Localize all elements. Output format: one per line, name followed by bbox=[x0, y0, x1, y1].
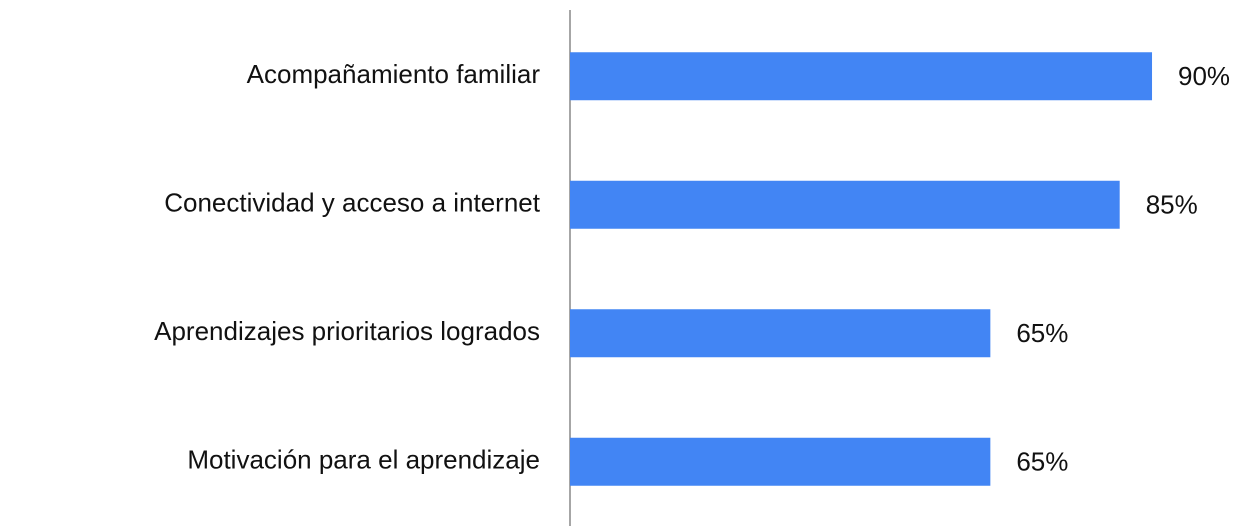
value-label: 90% bbox=[1178, 61, 1230, 91]
bar bbox=[570, 180, 1120, 229]
value-label: 65% bbox=[1016, 447, 1068, 477]
bar bbox=[570, 52, 1153, 101]
category-label: Aprendizajes prioritarios logrados bbox=[154, 316, 540, 346]
value-label: 65% bbox=[1016, 318, 1068, 348]
value-label: 85% bbox=[1146, 190, 1198, 220]
bar bbox=[570, 437, 991, 486]
category-label: Acompañamiento familiar bbox=[247, 59, 541, 89]
category-label: Conectividad y acceso a internet bbox=[164, 188, 541, 218]
category-label: Motivación para el aprendizaje bbox=[187, 445, 540, 475]
bar bbox=[570, 309, 991, 358]
